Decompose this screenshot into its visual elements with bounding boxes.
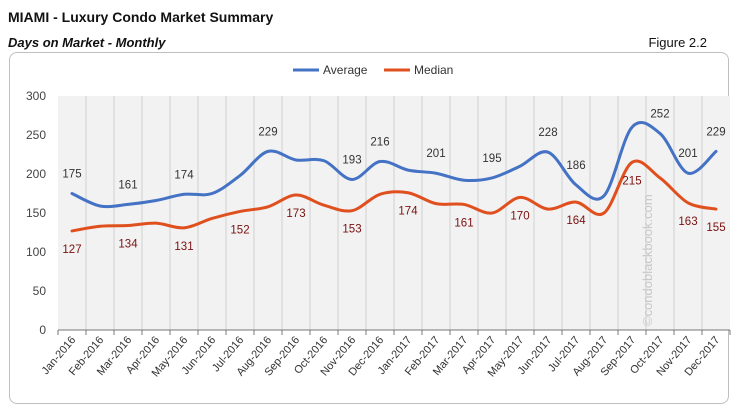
watermark: ©condoblackbook.com (640, 194, 655, 326)
data-label: 195 (482, 153, 501, 165)
data-label: 174 (174, 169, 194, 181)
data-label: 216 (370, 137, 389, 149)
data-label: 153 (342, 224, 361, 236)
report-title: MIAMI - Luxury Condo Market Summary (8, 9, 274, 25)
data-label: 201 (426, 148, 445, 160)
data-label: 131 (174, 241, 193, 253)
y-tick-label: 100 (26, 245, 46, 259)
data-label: 193 (342, 154, 361, 166)
legend-label: Median (414, 63, 453, 77)
data-label: 215 (622, 175, 641, 187)
series-line-median (70, 159, 718, 233)
data-label: 229 (706, 126, 725, 138)
y-tick-label: 50 (33, 284, 47, 298)
data-label: 161 (118, 179, 137, 191)
y-tick-label: 150 (26, 206, 46, 220)
y-tick-label: 0 (39, 323, 46, 337)
data-label: 174 (398, 206, 418, 218)
data-label: 170 (510, 210, 529, 222)
figure-number: Figure 2.2 (648, 35, 707, 50)
data-label: 228 (538, 127, 557, 139)
data-label: 152 (230, 224, 249, 236)
data-label: 163 (678, 216, 697, 228)
chart-subtitle: Days on Market - Monthly (8, 35, 166, 50)
data-label: 127 (62, 244, 81, 256)
data-label: 186 (566, 160, 585, 172)
data-label: 173 (286, 208, 305, 220)
y-tick-label: 200 (26, 167, 46, 181)
legend-label: Average (323, 63, 368, 77)
data-label: 161 (454, 217, 473, 229)
series-line-average (70, 121, 718, 209)
data-label: 229 (258, 126, 277, 138)
data-label: 175 (62, 169, 81, 181)
y-tick-label: 300 (26, 89, 46, 103)
data-label: 155 (706, 222, 725, 234)
data-label: 201 (678, 148, 697, 160)
data-label: 164 (566, 215, 586, 227)
y-tick-label: 250 (26, 128, 46, 142)
data-label: 134 (118, 238, 138, 250)
data-label: 252 (650, 108, 669, 120)
